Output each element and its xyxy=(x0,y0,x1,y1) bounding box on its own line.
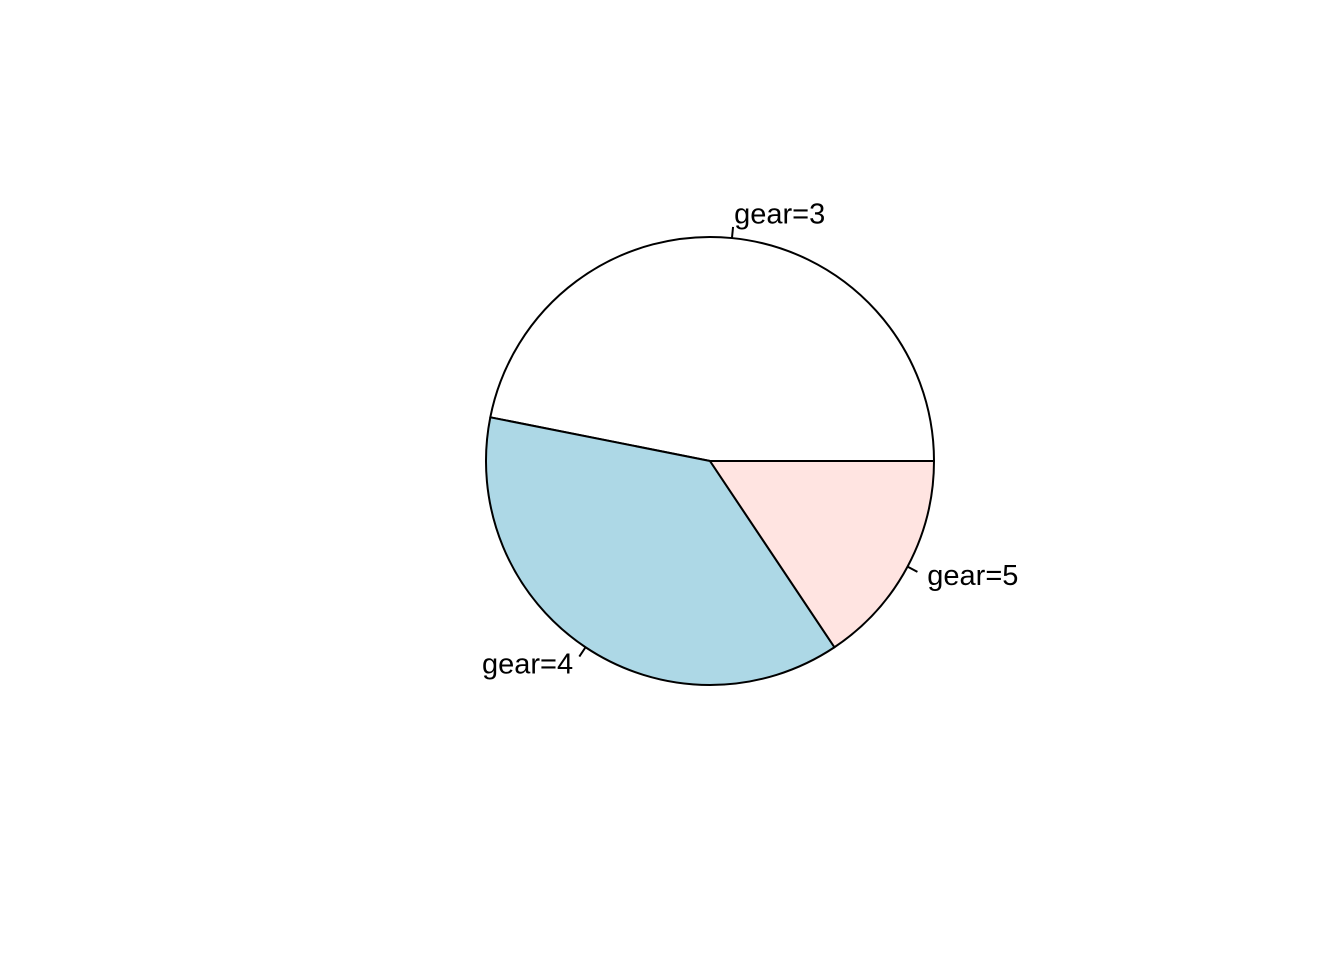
pie-label-tick-gear-5 xyxy=(907,565,918,573)
pie-label-tick-gear-3 xyxy=(730,226,735,239)
pie-label-tick-gear-4 xyxy=(578,646,587,658)
pie-label-gear-3: gear=3 xyxy=(734,198,825,230)
pie-slice-gear-4 xyxy=(485,416,836,686)
pie-label-ticks xyxy=(578,226,918,658)
pie-slice-gear-3 xyxy=(489,236,935,462)
pie-label-gear-5: gear=5 xyxy=(927,560,1018,592)
pie-label-gear-4: gear=4 xyxy=(482,649,573,681)
pie-slices xyxy=(485,236,935,686)
pie-labels: gear=3 gear=4 gear=5 xyxy=(482,198,1018,680)
